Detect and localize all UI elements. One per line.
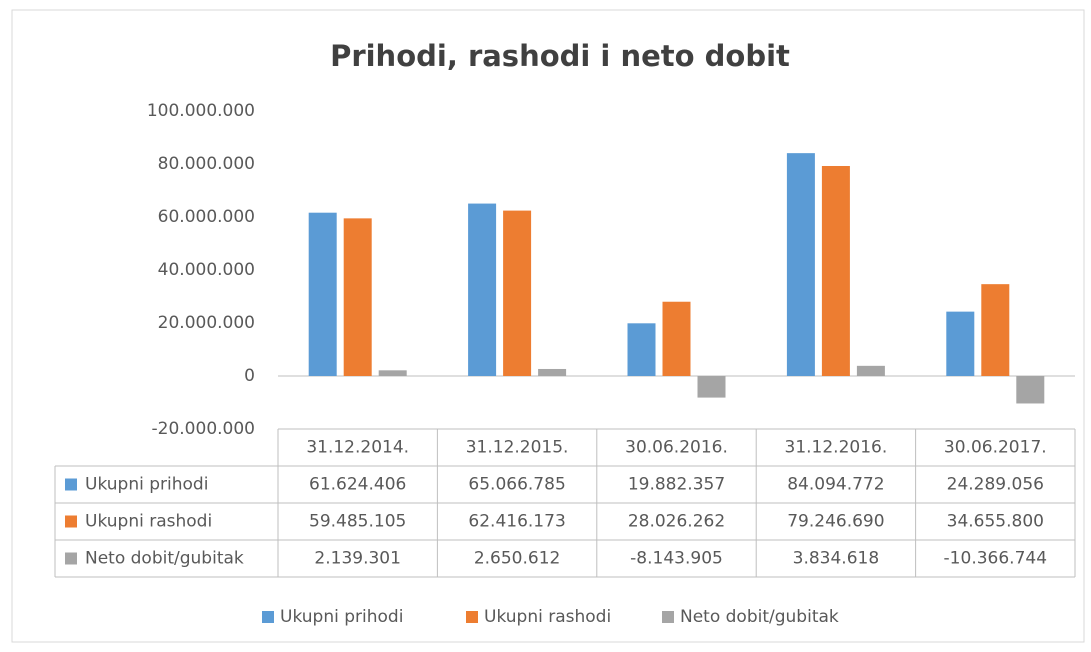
table-value: 65.066.785 — [468, 475, 565, 495]
bar — [1016, 376, 1045, 404]
bar — [821, 165, 850, 376]
y-tick-label: 80.000.000 — [158, 154, 255, 174]
table-value: 59.485.105 — [309, 512, 406, 532]
bar — [697, 376, 726, 398]
bar — [786, 153, 815, 376]
x-tick-label: 31.12.2015. — [466, 438, 569, 458]
x-tick-label: 30.06.2016. — [625, 438, 728, 458]
x-tick-label: 31.12.2016. — [785, 438, 888, 458]
bar — [468, 203, 497, 376]
table-value: 24.289.056 — [947, 475, 1044, 495]
chart-title: Prihodi, rashodi i neto dobit — [330, 39, 790, 73]
y-tick-label: 20.000.000 — [158, 313, 255, 333]
x-tick-label: 31.12.2014. — [306, 438, 409, 458]
bar — [538, 368, 567, 376]
legend-key — [662, 611, 674, 623]
y-tick-label: 60.000.000 — [158, 207, 255, 227]
bar — [946, 311, 975, 376]
legend-label: Ukupni prihodi — [280, 607, 403, 627]
table-legend-key — [65, 552, 77, 565]
y-tick-label: 40.000.000 — [158, 260, 255, 280]
bar — [856, 365, 885, 376]
bar — [981, 284, 1010, 376]
bar — [378, 370, 407, 376]
bar — [627, 323, 656, 376]
table-value: 62.416.173 — [468, 512, 565, 532]
table-value: 61.624.406 — [309, 475, 406, 495]
bar — [308, 212, 337, 376]
legend-label: Ukupni rashodi — [484, 607, 611, 627]
table-legend-key — [65, 515, 77, 528]
bar — [343, 218, 372, 376]
table-value: 79.246.690 — [787, 512, 884, 532]
table-value: 84.094.772 — [787, 475, 884, 495]
legend-label: Neto dobit/gubitak — [680, 607, 839, 627]
table-value: 3.834.618 — [793, 549, 880, 569]
chart-border — [11, 9, 1085, 643]
table-series-name: Neto dobit/gubitak — [85, 549, 244, 569]
table-value: -10.366.744 — [944, 549, 1047, 569]
bar — [503, 210, 532, 376]
table-value: 19.882.357 — [628, 475, 725, 495]
bar — [662, 301, 691, 376]
table-series-name: Ukupni prihodi — [85, 475, 208, 495]
table-value: 28.026.262 — [628, 512, 725, 532]
y-tick-label: 0 — [244, 366, 255, 386]
x-tick-label: 30.06.2017. — [944, 438, 1047, 458]
table-value: -8.143.905 — [630, 549, 723, 569]
table-series-name: Ukupni rashodi — [85, 512, 212, 532]
table-legend-key — [65, 478, 77, 491]
y-tick-label: 100.000.000 — [147, 101, 255, 121]
legend-key — [466, 611, 478, 623]
table-value: 2.139.301 — [314, 549, 401, 569]
table-value: 2.650.612 — [474, 549, 561, 569]
legend-key — [262, 611, 274, 623]
y-tick-label: -20.000.000 — [152, 419, 255, 439]
table-value: 34.655.800 — [947, 512, 1044, 532]
